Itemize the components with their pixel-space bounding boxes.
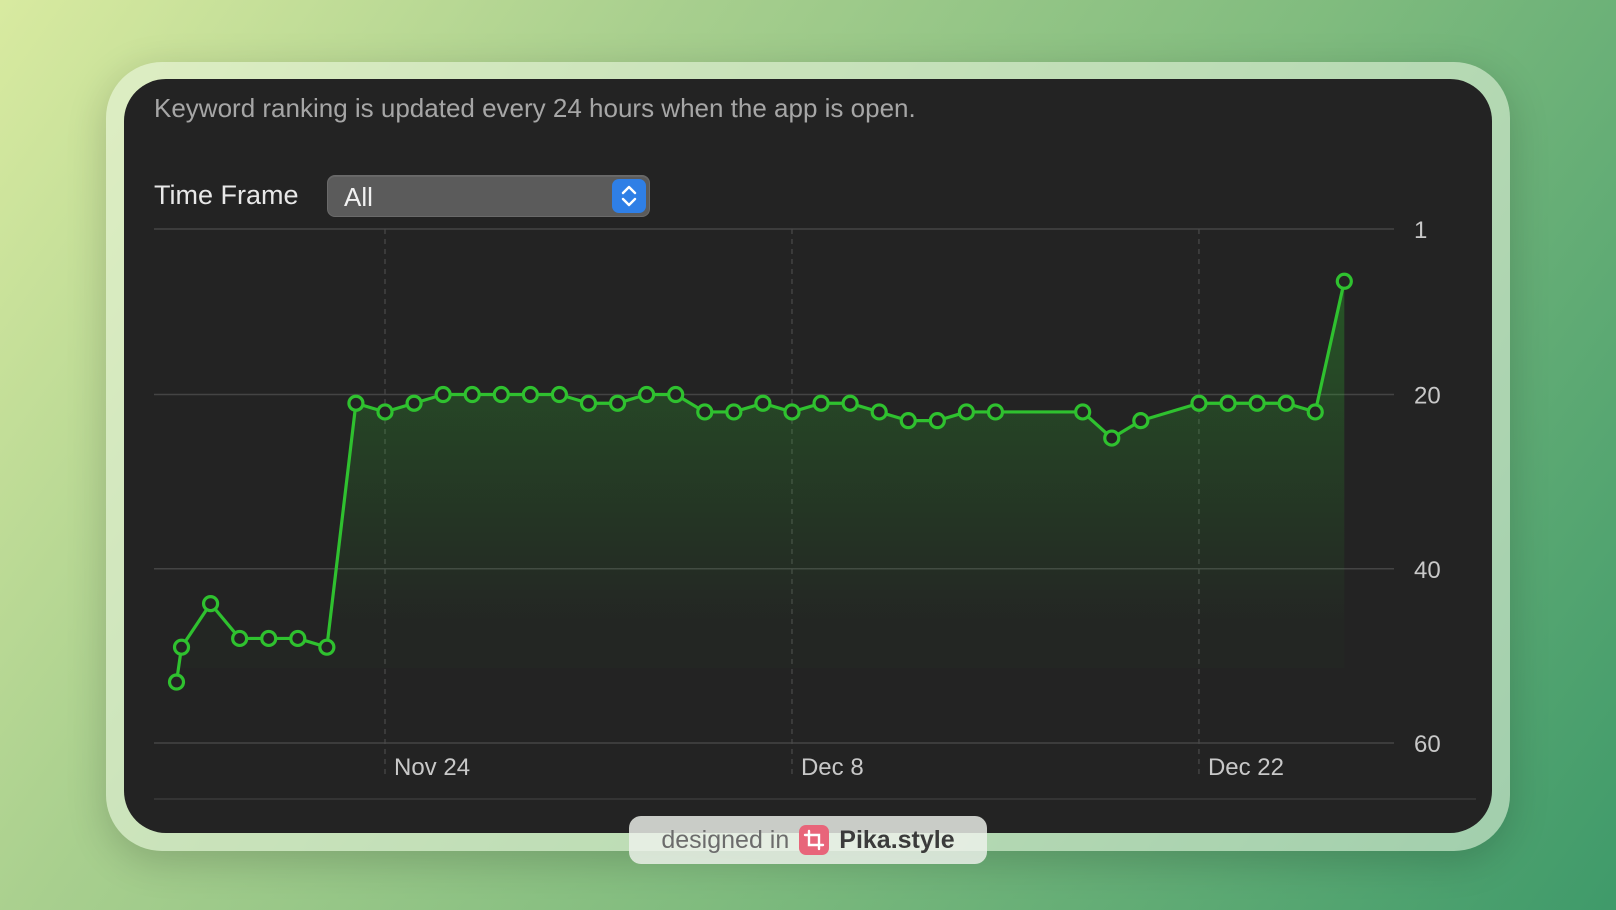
x-tick-label: Nov 24 — [394, 754, 470, 781]
x-tick-label: Dec 8 — [801, 754, 864, 781]
data-point — [167, 673, 186, 691]
badge-brand: Pika.style — [839, 825, 955, 854]
chevron-up-down-icon[interactable] — [612, 179, 646, 213]
data-point — [870, 403, 888, 421]
data-point — [608, 394, 627, 412]
pika-logo-icon — [799, 825, 830, 855]
data-point — [231, 629, 249, 648]
data-point — [376, 403, 394, 421]
data-point — [260, 629, 278, 648]
data-point — [986, 403, 1005, 421]
y-tick-label: 40 — [1414, 557, 1441, 584]
time-frame-label: Time Frame — [154, 180, 299, 210]
data-point — [434, 385, 452, 404]
data-point — [957, 403, 976, 421]
series-area — [176, 281, 1345, 683]
data-point — [579, 394, 598, 412]
data-point — [347, 394, 365, 412]
data-point — [289, 629, 307, 648]
data-point — [318, 638, 336, 656]
data-point — [1190, 394, 1208, 412]
data-point — [812, 394, 830, 412]
y-tick-label: 1 — [1414, 217, 1427, 244]
data-point — [696, 403, 714, 421]
badge-prefix: designed in — [661, 825, 790, 854]
data-point — [1277, 394, 1295, 412]
data-point — [1074, 403, 1092, 421]
data-point — [1248, 394, 1266, 412]
data-point — [1132, 412, 1150, 430]
data-point — [928, 412, 946, 430]
data-point — [1219, 394, 1237, 412]
data-point — [405, 394, 423, 412]
data-point — [550, 385, 569, 404]
data-point — [492, 385, 510, 404]
data-point — [783, 403, 801, 421]
data-point — [899, 412, 917, 430]
ranking-chart: 1 20 40 60 Nov 24 Dec 8 Dec 22 — [154, 217, 1476, 800]
data-point — [521, 385, 539, 404]
data-point — [201, 595, 220, 613]
data-point — [841, 394, 859, 412]
data-point — [172, 638, 191, 656]
data-point — [463, 385, 481, 404]
data-point — [1103, 429, 1121, 447]
time-frame-selected-value: All — [344, 182, 373, 212]
y-tick-label: 60 — [1414, 731, 1441, 758]
data-point — [1306, 403, 1324, 421]
x-tick-label: Dec 22 — [1208, 754, 1284, 781]
time-frame-select[interactable]: All — [327, 175, 650, 217]
data-point — [638, 385, 656, 404]
info-text: Keyword ranking is updated every 24 hour… — [154, 93, 916, 123]
y-tick-label: 20 — [1414, 383, 1441, 410]
watermark-badge: designed in Pika.style — [629, 816, 987, 864]
keyword-ranking-window: Keyword ranking is updated every 24 hour… — [124, 79, 1492, 833]
data-point — [725, 403, 743, 421]
data-point — [754, 394, 772, 412]
data-point — [667, 385, 685, 404]
data-point — [1335, 272, 1353, 290]
